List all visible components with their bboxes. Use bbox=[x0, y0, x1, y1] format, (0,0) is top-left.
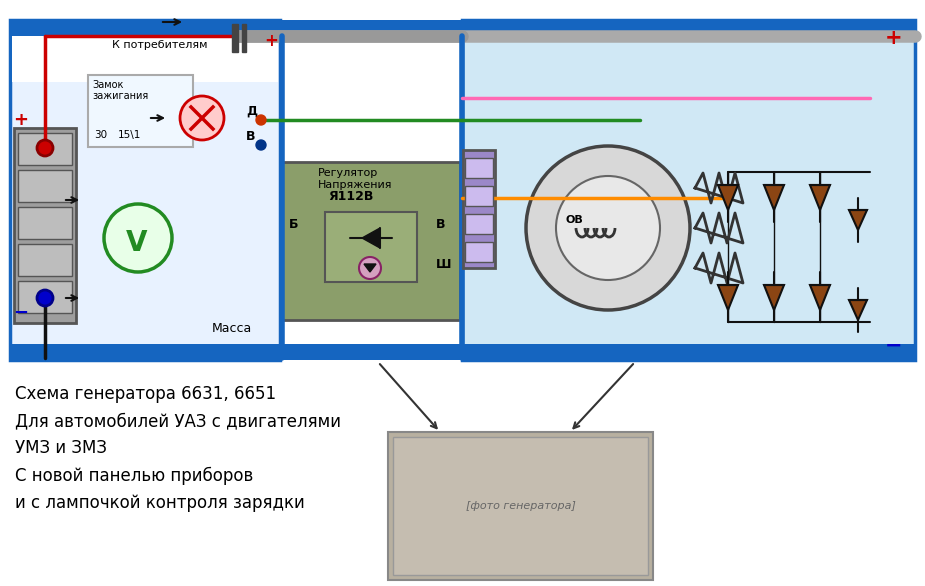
Polygon shape bbox=[364, 264, 376, 272]
Text: V: V bbox=[126, 229, 147, 257]
Bar bbox=[462, 20, 915, 360]
Text: −: − bbox=[13, 304, 28, 322]
Polygon shape bbox=[764, 285, 784, 310]
Text: Б: Б bbox=[289, 218, 299, 231]
Bar bbox=[325, 212, 417, 282]
Text: 30: 30 bbox=[94, 130, 107, 140]
Bar bbox=[465, 242, 493, 262]
Text: зажигания: зажигания bbox=[92, 91, 148, 101]
Circle shape bbox=[37, 140, 53, 156]
Text: [фото генератора]: [фото генератора] bbox=[465, 501, 575, 511]
Text: ОВ: ОВ bbox=[566, 215, 584, 225]
Bar bbox=[242, 24, 246, 52]
Text: +: + bbox=[13, 111, 28, 129]
Text: Я112В: Я112В bbox=[328, 190, 374, 203]
Circle shape bbox=[104, 204, 172, 272]
Bar bbox=[10, 20, 280, 360]
Bar bbox=[465, 158, 493, 178]
Text: −: − bbox=[885, 336, 903, 356]
Polygon shape bbox=[362, 228, 380, 248]
Polygon shape bbox=[810, 285, 830, 310]
Text: 15\1: 15\1 bbox=[118, 130, 142, 140]
Circle shape bbox=[556, 176, 660, 280]
Bar bbox=[465, 214, 493, 234]
Bar bbox=[10, 20, 915, 36]
Text: В: В bbox=[246, 130, 255, 143]
Text: +: + bbox=[885, 28, 903, 48]
Text: Схема генератора 6631, 6651
Для автомобилей УАЗ с двигателями
УМЗ и ЗМЗ
С новой : Схема генератора 6631, 6651 Для автомоби… bbox=[15, 385, 341, 512]
Text: Регулятор: Регулятор bbox=[318, 168, 378, 178]
Bar bbox=[232, 24, 238, 52]
Bar bbox=[463, 150, 495, 268]
Text: В: В bbox=[436, 218, 446, 231]
Bar bbox=[18, 244, 72, 276]
Polygon shape bbox=[764, 185, 784, 210]
Bar bbox=[18, 133, 72, 165]
Polygon shape bbox=[849, 210, 867, 230]
Circle shape bbox=[256, 115, 266, 125]
Text: Д: Д bbox=[246, 105, 257, 118]
Text: К потребителям: К потребителям bbox=[112, 40, 207, 50]
Bar bbox=[14, 128, 76, 323]
Text: +: + bbox=[264, 32, 278, 50]
Text: Напряжения: Напряжения bbox=[318, 180, 392, 190]
Bar bbox=[465, 186, 493, 206]
Bar bbox=[388, 432, 653, 580]
Circle shape bbox=[180, 96, 224, 140]
Bar bbox=[18, 170, 72, 202]
Polygon shape bbox=[718, 285, 738, 310]
Bar bbox=[282, 162, 460, 320]
Bar bbox=[12, 36, 278, 82]
Text: Замок: Замок bbox=[92, 80, 123, 90]
Bar bbox=[10, 344, 915, 360]
Bar bbox=[393, 437, 648, 575]
Polygon shape bbox=[849, 300, 867, 320]
Bar bbox=[18, 207, 72, 239]
Polygon shape bbox=[718, 185, 738, 210]
Text: Масса: Масса bbox=[212, 322, 253, 335]
Text: Ш: Ш bbox=[436, 258, 451, 271]
Circle shape bbox=[256, 140, 266, 150]
Circle shape bbox=[526, 146, 690, 310]
Polygon shape bbox=[810, 185, 830, 210]
Bar bbox=[88, 75, 193, 147]
Bar bbox=[18, 281, 72, 313]
Circle shape bbox=[37, 290, 53, 306]
Circle shape bbox=[359, 257, 381, 279]
